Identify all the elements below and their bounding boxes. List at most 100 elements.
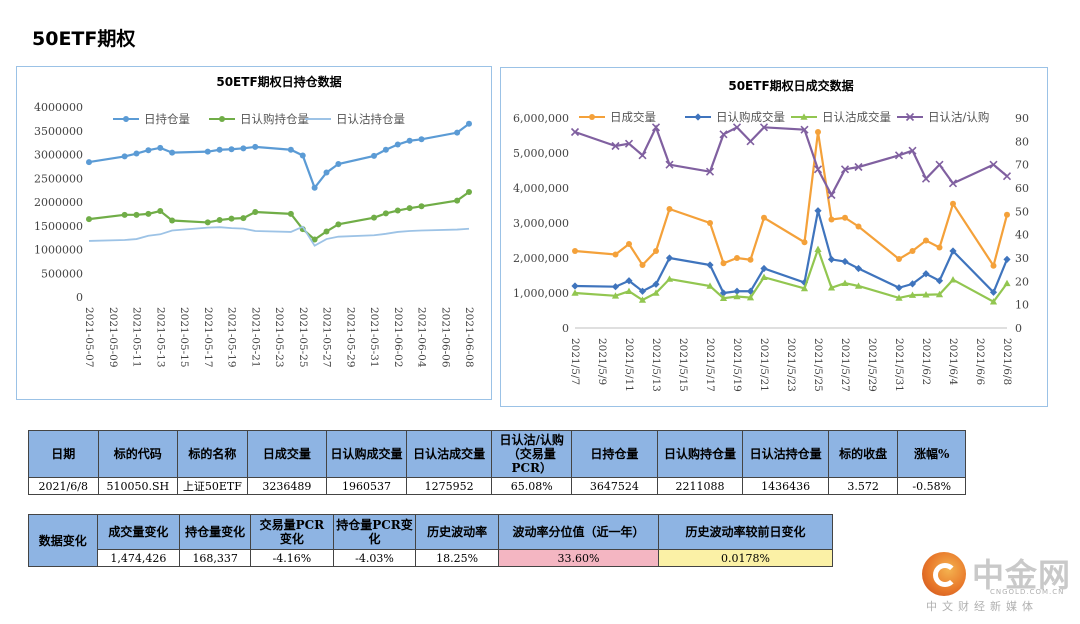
data-point <box>948 179 958 188</box>
data-point <box>665 275 674 282</box>
data-point <box>827 255 836 263</box>
data-point <box>371 152 377 159</box>
data-point <box>854 264 863 273</box>
x-tick-label: 2021/5/27 <box>839 338 851 392</box>
x-tick-label: 2021-05-07 <box>83 307 95 368</box>
data-point <box>935 160 944 169</box>
data-point <box>949 247 957 255</box>
y-tick-label: 500000 <box>41 267 83 280</box>
data-point <box>746 137 755 146</box>
data-point <box>733 287 741 295</box>
data-point <box>611 141 620 151</box>
data-point <box>216 146 223 153</box>
data-point <box>800 125 809 134</box>
x-tick-label: 2021-05-23 <box>273 307 285 368</box>
y-right-tick-label: 0 <box>1015 322 1022 335</box>
data-point <box>989 160 998 169</box>
chart-title: 50ETF期权日成交数据 <box>728 78 853 93</box>
data-point <box>949 276 957 283</box>
data-point <box>827 284 836 291</box>
x-tick-label: 2021-05-15 <box>178 307 190 368</box>
data-point <box>1002 172 1012 181</box>
data-point <box>335 221 342 228</box>
change-value-cell: 168,337 <box>179 549 252 567</box>
summary-value-cell: 3236489 <box>246 477 328 495</box>
change-value-cell: 33.60% <box>497 549 659 567</box>
data-point <box>813 165 823 174</box>
data-point <box>406 205 413 212</box>
data-point <box>895 284 903 292</box>
data-point <box>228 215 235 222</box>
data-point <box>707 220 713 226</box>
data-point <box>589 114 595 120</box>
summary-header-cell: 日成交量 <box>246 430 328 478</box>
data-point <box>842 214 848 221</box>
data-point <box>311 236 318 243</box>
x-tick-label: 2021-06-08 <box>463 307 475 368</box>
data-point <box>1004 211 1010 218</box>
volume-chart: 50ETF期权日成交数据 6,000,000 5,000,000 4,000,000 3… <box>513 78 1029 392</box>
data-point <box>382 210 389 217</box>
summary-value-cell: 上证50ETF <box>177 477 248 495</box>
data-point <box>323 169 330 176</box>
x-tick-label: 2021-05-25 <box>297 307 309 368</box>
summary-header-cell: 标的代码 <box>97 430 179 478</box>
daily-summary-table: 日期 标的代码 标的名称 日成交量 日认购成交量 日认沽成交量 日认沽/认购 （交易量 PC… <box>28 430 966 495</box>
data-point <box>86 216 92 223</box>
data-point <box>145 147 152 154</box>
data-point <box>653 248 659 254</box>
data-point <box>570 127 580 137</box>
summary-header-row: 日期 标的代码 标的名称 日成交量 日认购成交量 日认沽成交量 日认沽/认购 （交易量 PC… <box>28 430 966 478</box>
x-tick-label: 2021/5/25 <box>812 338 824 392</box>
data-point <box>652 289 660 296</box>
data-point <box>705 167 715 176</box>
data-point <box>922 291 930 298</box>
data-point <box>228 146 235 153</box>
data-point <box>157 208 164 215</box>
y-right-tick-label: 70 <box>1015 159 1029 172</box>
change-value-cell: 18.25% <box>415 549 499 567</box>
summary-value-cell: 3.572 <box>827 477 899 495</box>
data-point <box>625 287 633 295</box>
x-tick-label: 2021/5/23 <box>785 338 797 392</box>
y-tick-label: 2000000 <box>34 196 83 209</box>
x-tick-label: 2021-05-27 <box>321 307 333 368</box>
data-point <box>133 150 140 157</box>
summary-header-cell: 标的收盘 <box>827 430 899 478</box>
x-tick-label: 2021-05-11 <box>131 307 143 368</box>
data-point <box>747 256 754 263</box>
y-right-tick-label: 30 <box>1015 252 1029 265</box>
data-point <box>311 184 318 191</box>
summary-header-cell: 日认购成交量 <box>326 430 407 478</box>
data-point <box>990 262 997 269</box>
summary-value-cell: 2021/6/8 <box>28 477 99 495</box>
change-header-cell: 持仓量变化 <box>179 514 252 550</box>
data-point <box>418 136 425 143</box>
x-tick-label: 2021/6/6 <box>974 338 986 385</box>
data-point <box>665 254 674 262</box>
data-point <box>950 200 956 207</box>
y-right-tick-label: 40 <box>1015 229 1029 242</box>
data-point <box>252 208 259 215</box>
data-point <box>815 129 821 135</box>
y-tick-label: 1,000,000 <box>513 287 569 300</box>
y-tick-label: 4,000,000 <box>513 182 569 195</box>
x-tick-label: 2021-06-06 <box>439 307 451 368</box>
summary-value-cell: 1275952 <box>405 477 493 495</box>
summary-value-cell: 1960537 <box>326 477 407 495</box>
y-tick-label: 0 <box>76 291 83 304</box>
x-tick-label: 2021-05-13 <box>154 307 166 368</box>
data-point <box>760 264 768 273</box>
data-point <box>989 298 998 305</box>
legend-label: 日持仓量 <box>144 112 190 126</box>
summary-value-cell: 2211088 <box>656 477 744 495</box>
change-table: 数据变化 成交量变化 持仓量变化 交易量PCR 变化 持仓量PCR变 化历史波动率 波动… <box>28 514 834 567</box>
data-point <box>909 248 916 254</box>
data-point <box>827 190 836 200</box>
data-point <box>719 289 728 297</box>
data-point <box>638 287 647 295</box>
summary-value-cell: -0.58% <box>897 477 966 495</box>
data-point <box>204 219 211 226</box>
watermark-url: CNGOLD.COM.CN <box>990 588 1065 596</box>
summary-value-cell: 1436436 <box>742 477 829 495</box>
